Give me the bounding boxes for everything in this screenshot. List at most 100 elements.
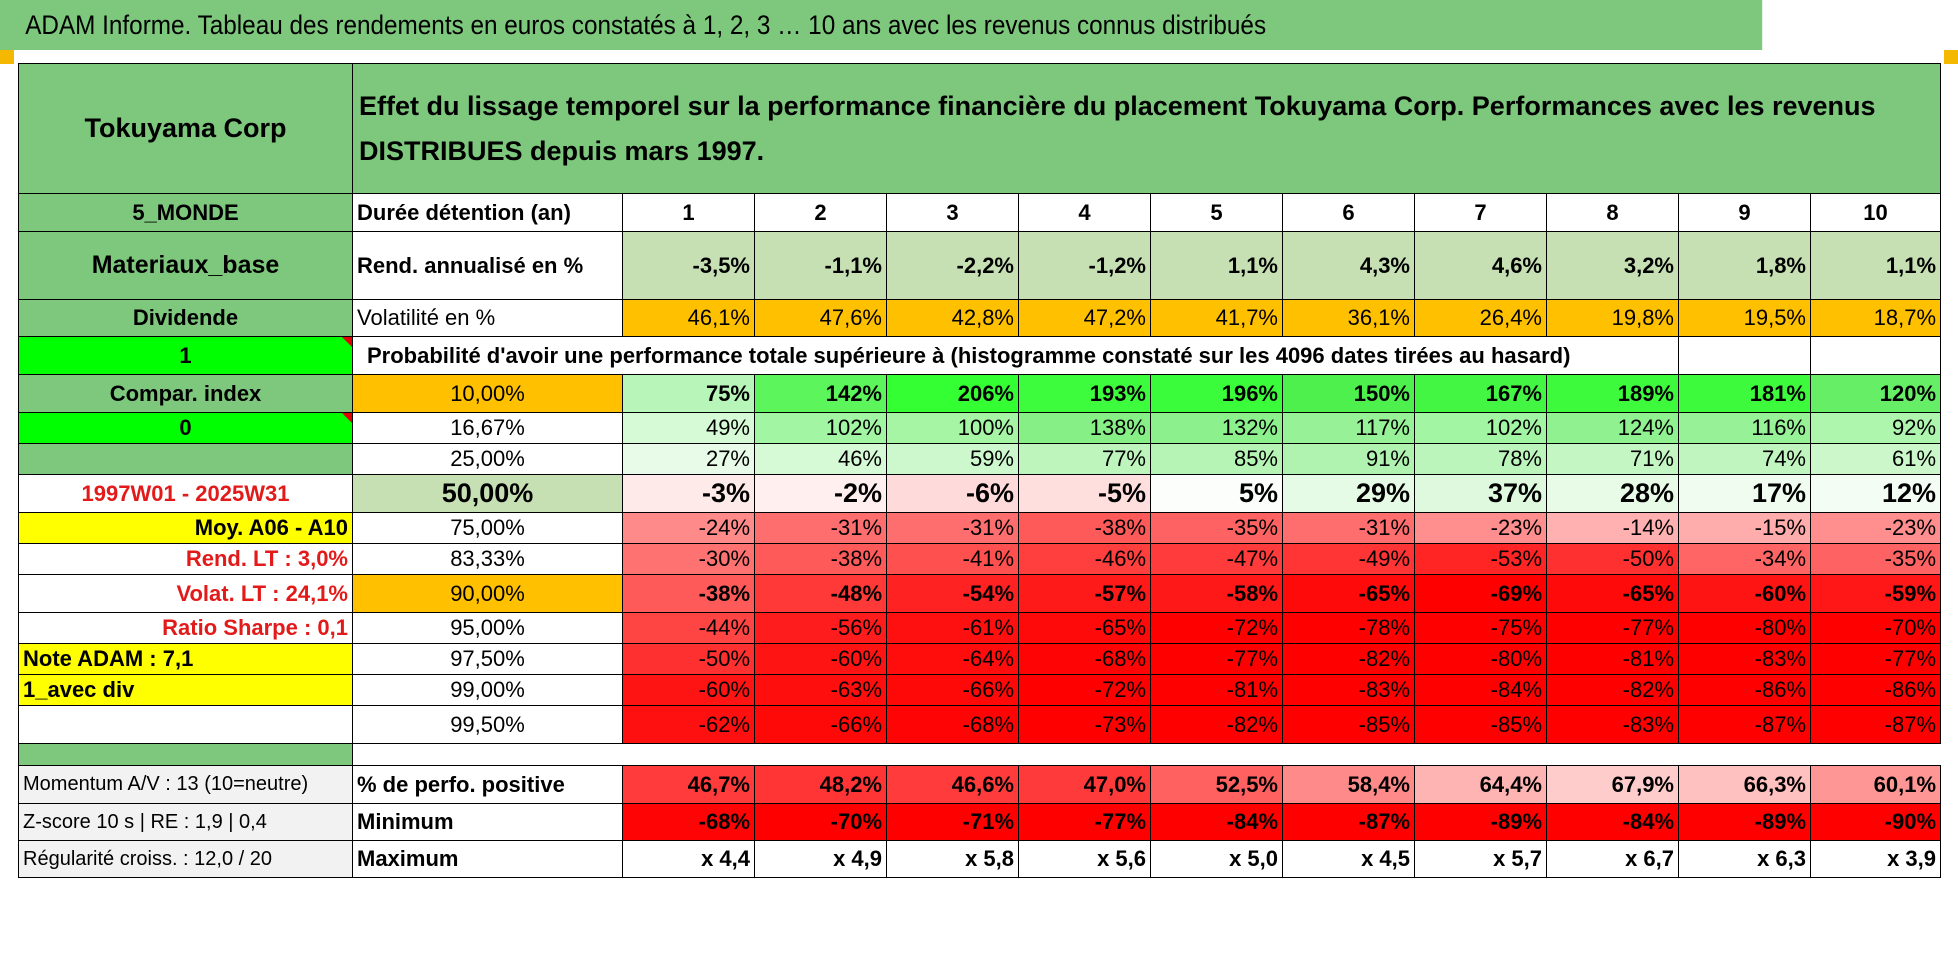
footer-value: x 5,6 bbox=[1018, 840, 1151, 878]
volatilite-value: 42,8% bbox=[886, 299, 1019, 337]
quantile-value: -57% bbox=[1018, 574, 1151, 613]
empty-side-cell bbox=[18, 443, 353, 475]
quantile-value: -86% bbox=[1678, 674, 1811, 706]
quantile-value: -35% bbox=[1150, 512, 1283, 544]
quantile-value: -78% bbox=[1282, 612, 1415, 644]
duration-year: 2 bbox=[754, 193, 887, 232]
quantile-value: 181% bbox=[1678, 374, 1811, 413]
quantile-value: 92% bbox=[1809, 412, 1942, 444]
quantile-value: 29% bbox=[1282, 474, 1415, 513]
quantile-value: -46% bbox=[1018, 543, 1151, 575]
quantile-value: 85% bbox=[1150, 443, 1283, 475]
quantile-value: 193% bbox=[1018, 374, 1151, 413]
quantile-value: 77% bbox=[1018, 443, 1151, 475]
quantile-value: 142% bbox=[754, 374, 887, 413]
footer-value: x 5,8 bbox=[886, 840, 1019, 878]
quantile-value: -31% bbox=[754, 512, 887, 544]
footer-value: 48,2% bbox=[754, 765, 887, 804]
quantile-value: -69% bbox=[1414, 574, 1547, 613]
probability-threshold: 16,67% bbox=[352, 412, 623, 444]
quantile-value: -60% bbox=[622, 674, 755, 706]
footer-value: x 4,4 bbox=[622, 840, 755, 878]
quantile-value: 206% bbox=[886, 374, 1019, 413]
footer-row-label: % de perfo. positive bbox=[352, 765, 623, 804]
quantile-value: 91% bbox=[1282, 443, 1415, 475]
quantile-value: -49% bbox=[1282, 543, 1415, 575]
quantile-value: -80% bbox=[1678, 612, 1811, 644]
quantile-value: 27% bbox=[622, 443, 755, 475]
footer-row-label: Maximum bbox=[352, 840, 623, 878]
quantile-value: 37% bbox=[1414, 474, 1547, 513]
quantile-value: -2% bbox=[754, 474, 887, 513]
quantile-value: -86% bbox=[1809, 674, 1942, 706]
volatilite-value: 41,7% bbox=[1150, 299, 1283, 337]
footer-value: 52,5% bbox=[1150, 765, 1283, 804]
duration-year: 7 bbox=[1414, 193, 1547, 232]
footer-value: 64,4% bbox=[1414, 765, 1547, 804]
duration-year: 8 bbox=[1546, 193, 1679, 232]
rendement-value: -2,2% bbox=[886, 231, 1019, 300]
quantile-value: -85% bbox=[1282, 705, 1415, 744]
sector-label: Materiaux_base bbox=[18, 231, 353, 300]
quantile-value: -50% bbox=[1546, 543, 1679, 575]
footer-value: -90% bbox=[1809, 803, 1942, 841]
quantile-value: -53% bbox=[1414, 543, 1547, 575]
footer-stat-label: Z-score 10 s | RE : 1,9 | 0,4 bbox=[18, 803, 353, 841]
footer-value: 46,6% bbox=[886, 765, 1019, 804]
quantile-value: 49% bbox=[622, 412, 755, 444]
probability-threshold: 10,00% bbox=[352, 374, 623, 413]
quantile-value: -85% bbox=[1414, 705, 1547, 744]
quantile-value: -83% bbox=[1282, 674, 1415, 706]
duration-label: Durée détention (an) bbox=[352, 193, 623, 232]
footer-value: -68% bbox=[622, 803, 755, 841]
empty-cell bbox=[1809, 336, 1942, 375]
probability-threshold: 75,00% bbox=[352, 512, 623, 544]
quantile-value: -23% bbox=[1414, 512, 1547, 544]
gap-cell bbox=[352, 743, 1941, 766]
quantile-value: -83% bbox=[1678, 643, 1811, 675]
quantile-value: -23% bbox=[1809, 512, 1942, 544]
quantile-value: -65% bbox=[1282, 574, 1415, 613]
flag-one: 1 bbox=[18, 336, 353, 375]
quantile-value: -47% bbox=[1150, 543, 1283, 575]
quantile-value: 46% bbox=[754, 443, 887, 475]
quantile-value: -62% bbox=[622, 705, 755, 744]
quantile-value: 28% bbox=[1546, 474, 1679, 513]
quantile-value: -73% bbox=[1018, 705, 1151, 744]
gap-cell bbox=[18, 743, 353, 766]
probability-threshold: 25,00% bbox=[352, 443, 623, 475]
quantile-value: 17% bbox=[1678, 474, 1811, 513]
probability-threshold: 50,00% bbox=[352, 474, 623, 513]
footer-value: -84% bbox=[1150, 803, 1283, 841]
duration-year: 10 bbox=[1809, 193, 1942, 232]
average-label: Moy. A06 - A10 bbox=[18, 512, 353, 544]
probability-threshold: 99,00% bbox=[352, 674, 623, 706]
footer-value: -84% bbox=[1546, 803, 1679, 841]
quantile-value: -65% bbox=[1018, 612, 1151, 644]
quantile-value: -66% bbox=[886, 674, 1019, 706]
volatilite-value: 46,1% bbox=[622, 299, 755, 337]
quantile-value: -77% bbox=[1809, 643, 1942, 675]
quantile-value: 189% bbox=[1546, 374, 1679, 413]
corner-marker bbox=[0, 50, 14, 64]
quantile-value: -77% bbox=[1150, 643, 1283, 675]
quantile-value: 61% bbox=[1809, 443, 1942, 475]
footer-value: -70% bbox=[754, 803, 887, 841]
rendement-value: 3,2% bbox=[1546, 231, 1679, 300]
volatilite-label: Volatilité en % bbox=[352, 299, 623, 337]
footer-stat-label: Régularité croiss. : 12,0 / 20 bbox=[18, 840, 353, 878]
flag-zero: 0 bbox=[18, 412, 353, 444]
quantile-value: -66% bbox=[754, 705, 887, 744]
quantile-value: 5% bbox=[1150, 474, 1283, 513]
zone-label: 5_MONDE bbox=[18, 193, 353, 232]
quantile-value: -3% bbox=[622, 474, 755, 513]
quantile-value: -34% bbox=[1678, 543, 1811, 575]
probability-title: Probabilité d'avoir une performance tota… bbox=[352, 336, 1679, 375]
footer-value: 58,4% bbox=[1282, 765, 1415, 804]
volatilite-value: 18,7% bbox=[1809, 299, 1942, 337]
quantile-value: 117% bbox=[1282, 412, 1415, 444]
quantile-value: 120% bbox=[1809, 374, 1942, 413]
probability-threshold: 90,00% bbox=[352, 574, 623, 613]
empty-side-cell bbox=[18, 705, 353, 744]
footer-value: -89% bbox=[1414, 803, 1547, 841]
